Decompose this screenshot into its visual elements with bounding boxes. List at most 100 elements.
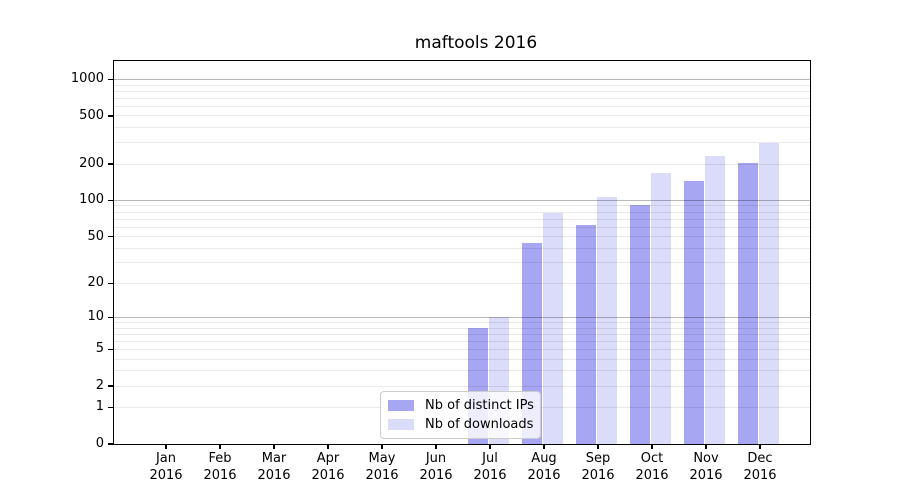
x-tick-year-nov: 2016 <box>689 467 723 483</box>
x-tick-label-jan: Jan 2016 <box>136 451 196 484</box>
y-tick-label-5: 5 <box>95 341 104 357</box>
gridline-minor-9 <box>114 322 810 323</box>
gridline-minor-20 <box>114 282 810 284</box>
x-tick-label-nov: Nov 2016 <box>676 451 736 484</box>
gridline-minor-4 <box>114 358 810 360</box>
legend-swatch-distinct-ips <box>388 400 414 411</box>
x-tick-label-oct: Oct 2016 <box>622 451 682 484</box>
x-tick-label-jul: Jul 2016 <box>460 451 520 484</box>
plot-area <box>113 60 811 445</box>
x-tick-month-sep: Sep <box>585 451 611 466</box>
gridline-minor-900 <box>114 84 810 86</box>
gridline-major-1000 <box>114 78 810 80</box>
bars-layer <box>114 61 810 444</box>
x-tick-month-jul: Jul <box>482 451 498 466</box>
gridline-minor-60 <box>114 226 810 228</box>
y-tick-10 <box>108 316 113 319</box>
y-tick-label-200: 200 <box>79 156 104 172</box>
bar-nb-of-downloads-aug <box>543 213 563 444</box>
x-tick-month-nov: Nov <box>693 451 719 466</box>
x-tick-month-jun: Jun <box>425 451 447 466</box>
x-tick-month-may: May <box>368 451 396 466</box>
x-tick-year-jul: 2016 <box>473 467 507 483</box>
y-tick-label-50: 50 <box>87 228 104 244</box>
legend-label-distinct-ips: Nb of distinct IPs <box>425 398 534 413</box>
x-tick-month-jan: Jan <box>155 451 177 466</box>
y-tick-5 <box>108 348 113 351</box>
y-tick-50 <box>108 235 113 238</box>
legend-item-downloads: Nb of downloads <box>388 417 533 432</box>
gridline-minor-200 <box>114 163 810 165</box>
x-tick-year-sep: 2016 <box>581 467 615 483</box>
gridline-minor-50 <box>114 236 810 238</box>
y-tick-500 <box>108 115 113 117</box>
x-tick-label-apr: Apr 2016 <box>298 451 358 484</box>
bar-nb-of-downloads-dec <box>759 143 779 444</box>
gridline-minor-80 <box>114 211 810 213</box>
x-tick-apr <box>327 444 329 449</box>
x-tick-dec <box>759 444 761 449</box>
x-tick-label-mar: Mar 2016 <box>244 451 304 484</box>
x-tick-year-oct: 2016 <box>635 467 669 483</box>
x-tick-month-oct: Oct <box>640 451 664 466</box>
gridline-minor-3 <box>114 370 810 372</box>
bar-nb-of-downloads-nov <box>705 155 725 444</box>
y-tick-label-1000: 1000 <box>70 71 104 87</box>
x-tick-jun <box>435 444 437 449</box>
y-tick-label-100: 100 <box>79 192 104 208</box>
y-tick-20 <box>108 282 113 285</box>
bar-nb-of-distinct-ips-oct <box>630 204 650 444</box>
x-tick-month-apr: Apr <box>316 451 340 466</box>
gridline-minor-7 <box>114 333 810 335</box>
x-tick-month-dec: Dec <box>747 451 773 466</box>
legend: Nb of distinct IPs Nb of downloads <box>380 391 541 439</box>
y-tick-label-2: 2 <box>95 378 104 394</box>
y-tick-2 <box>108 385 113 387</box>
x-tick-year-feb: 2016 <box>203 467 237 483</box>
x-tick-label-aug: Aug 2016 <box>514 451 574 484</box>
gridline-minor-2 <box>114 385 810 387</box>
legend-item-distinct-ips: Nb of distinct IPs <box>388 398 534 413</box>
x-tick-label-jun: Jun 2016 <box>406 451 466 484</box>
x-tick-jan <box>165 444 167 449</box>
x-tick-nov <box>705 444 707 449</box>
x-tick-month-aug: Aug <box>531 451 557 466</box>
x-tick-year-mar: 2016 <box>257 467 291 483</box>
gridline-minor-90 <box>114 205 810 207</box>
gridline-minor-800 <box>114 90 810 92</box>
bar-nb-of-distinct-ips-dec <box>738 163 758 444</box>
legend-swatch-downloads <box>388 419 414 430</box>
gridline-major-10 <box>114 316 810 318</box>
gridline-minor-5 <box>114 348 810 350</box>
gridline-minor-6 <box>114 340 810 342</box>
x-tick-mar <box>273 444 275 449</box>
x-tick-label-feb: Feb 2016 <box>190 451 250 484</box>
x-tick-feb <box>219 444 221 449</box>
x-tick-label-dec: Dec 2016 <box>730 451 790 484</box>
gridline-minor-600 <box>114 105 810 107</box>
gridline-minor-500 <box>114 115 810 117</box>
x-tick-aug <box>543 444 545 449</box>
x-tick-sep <box>597 444 599 449</box>
gridline-minor-40 <box>114 247 810 249</box>
gridline-minor-70 <box>114 218 810 220</box>
bar-nb-of-downloads-oct <box>651 172 671 444</box>
gridline-minor-400 <box>114 127 810 129</box>
chart-title: maftools 2016 <box>414 33 538 53</box>
x-tick-year-dec: 2016 <box>743 467 777 483</box>
y-tick-1000 <box>108 78 113 81</box>
y-tick-label-0: 0 <box>95 436 104 451</box>
y-tick-label-10: 10 <box>87 309 104 325</box>
y-tick-label-1: 1 <box>95 399 104 415</box>
gridline-minor-300 <box>114 142 810 144</box>
x-tick-month-mar: Mar <box>261 451 287 466</box>
x-tick-month-feb: Feb <box>208 451 232 466</box>
y-tick-200 <box>108 163 113 165</box>
x-tick-year-jun: 2016 <box>419 467 453 483</box>
y-tick-label-500: 500 <box>79 107 104 123</box>
bar-nb-of-distinct-ips-sep <box>576 224 596 444</box>
y-tick-1 <box>108 406 113 409</box>
y-tick-100 <box>108 199 113 202</box>
x-tick-label-sep: Sep 2016 <box>568 451 628 484</box>
x-tick-year-aug: 2016 <box>527 467 561 483</box>
